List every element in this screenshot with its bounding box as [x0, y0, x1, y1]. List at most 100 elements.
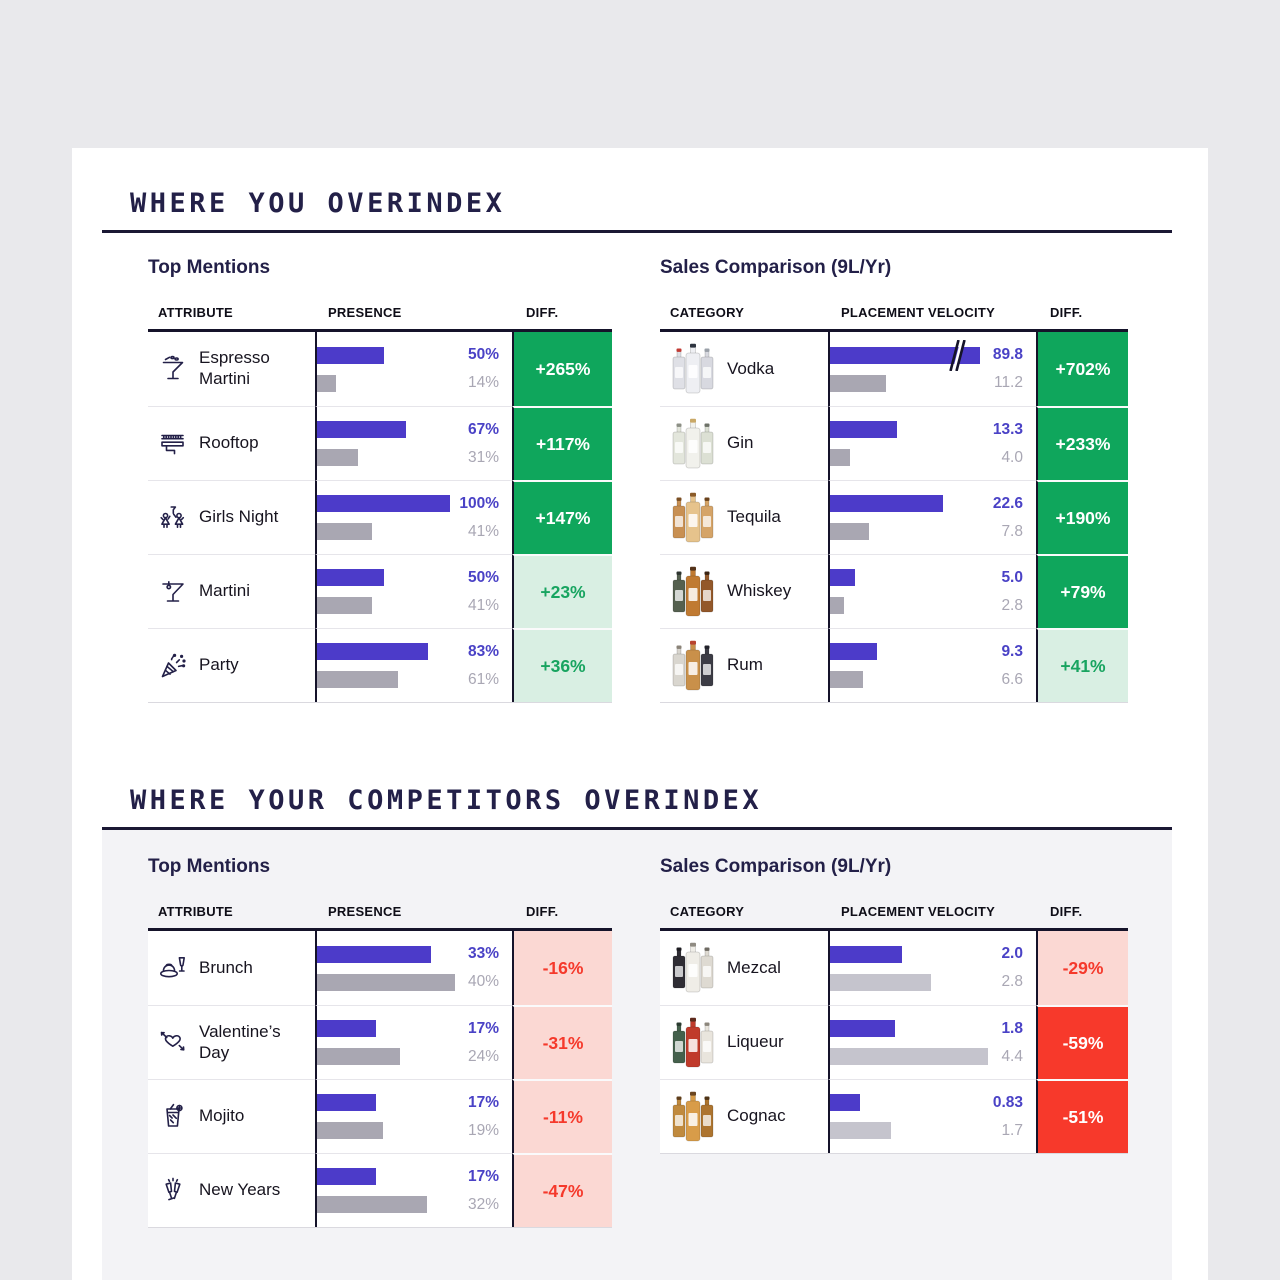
bar-row: 50%: [317, 569, 512, 586]
bar-track: [830, 569, 980, 586]
secondary-bar: [317, 1122, 383, 1139]
secondary-value: 31%: [467, 448, 499, 466]
bar-track: [317, 1048, 462, 1065]
bar-row: 14%: [317, 374, 512, 392]
bar-track: [830, 945, 990, 963]
secondary-bar: [317, 523, 372, 540]
diff-badge: -51%: [1036, 1079, 1128, 1153]
row-label: Girls Night: [199, 507, 279, 527]
bar-row: 4.4: [830, 1048, 1036, 1065]
diff-badge: -29%: [1036, 931, 1128, 1005]
diff-badge: +147%: [512, 480, 612, 554]
bar-row: 41%: [317, 523, 512, 540]
bar-track: [830, 421, 980, 438]
column-header-diff: DIFF.: [526, 904, 559, 919]
diff-value: -47%: [542, 1180, 584, 1201]
bar-track: [317, 973, 462, 991]
new-years-icon: [157, 1176, 189, 1206]
table-row: Rooftop 67% 31% +117%: [148, 406, 612, 480]
bar-track: [830, 449, 980, 466]
bar-track: [830, 597, 980, 614]
bar-row: 17%: [317, 1094, 512, 1111]
bars-cell: 17% 19%: [315, 1079, 512, 1153]
row-label: Brunch: [199, 957, 253, 977]
section-divider: [102, 230, 1172, 233]
rooftop-icon: [157, 429, 189, 459]
section-title: WHERE YOU OVERINDEX: [130, 188, 506, 219]
primary-bar: [317, 945, 431, 963]
bar-track: [317, 671, 457, 688]
primary-bar: [317, 1020, 376, 1037]
primary-value: 22.6: [992, 494, 1023, 512]
bar-row: 2.0: [830, 945, 1036, 963]
diff-value: -29%: [1062, 957, 1104, 978]
bar-track: [830, 643, 980, 660]
section-you-overindex: WHERE YOU OVERINDEX Top Mentions ATTRIBU…: [72, 148, 1208, 703]
diff-badge: -47%: [512, 1153, 612, 1227]
bar-row: 13.3: [830, 421, 1036, 438]
table-header: ATTRIBUTE PRESENCE DIFF.: [148, 305, 612, 320]
bar-row: 1.8: [830, 1020, 1036, 1037]
table-header: CATEGORY PLACEMENT VELOCITY DIFF.: [660, 305, 1128, 320]
bar-row: 17%: [317, 1020, 512, 1037]
mojito-icon: [157, 1102, 189, 1132]
primary-bar: [317, 421, 407, 438]
primary-bar: [830, 421, 897, 438]
row-label: Liqueur: [727, 1032, 784, 1052]
valentines-day-icon: [157, 1028, 189, 1058]
primary-value: 100%: [459, 494, 499, 512]
secondary-bar: [317, 597, 372, 614]
bar-track: [830, 523, 980, 540]
secondary-bar: [830, 671, 863, 688]
primary-bar: [830, 945, 902, 963]
bar-row: 41%: [317, 597, 512, 614]
table-body: Vodka 89.8 11.2 +702% Gin 13.3 4.0 +233% Tequ…: [660, 329, 1128, 703]
primary-bar: [830, 339, 980, 371]
espresso-martini-icon: [157, 354, 189, 384]
column-header-category: CATEGORY: [670, 904, 745, 919]
category-cell: Mezcal: [660, 931, 828, 1005]
bars-cell: 33% 40%: [315, 931, 512, 1005]
bar-track: [317, 1020, 462, 1037]
bar-row: 50%: [317, 346, 512, 364]
row-label: Valentine’s Day: [199, 1021, 281, 1062]
primary-bar: [830, 1020, 895, 1037]
diff-badge: +36%: [512, 628, 612, 702]
bar-row: 19%: [317, 1122, 512, 1139]
table-row: Whiskey 5.0 2.8 +79%: [660, 554, 1128, 628]
top-mentions-table: Top Mentions ATTRIBUTE PRESENCE DIFF. Es…: [148, 257, 612, 703]
tequila-icon: [669, 492, 717, 544]
table-row: Vodka 89.8 11.2 +702%: [660, 332, 1128, 406]
primary-value: 9.3: [1001, 642, 1023, 660]
row-label: Party: [199, 655, 239, 675]
bar-track: [830, 1094, 990, 1111]
section-competitors-overindex: WHERE YOUR COMPETITORS OVERINDEX Top Men…: [72, 787, 1208, 1280]
diff-badge: +23%: [512, 554, 612, 628]
column-header-attribute: ATTRIBUTE: [158, 305, 233, 320]
martini-icon: [157, 577, 189, 607]
row-label: Tequila: [727, 507, 781, 527]
bars-cell: 9.3 6.6: [828, 628, 1036, 702]
bars-cell: 22.6 7.8: [828, 480, 1036, 554]
bar-row: 7.8: [830, 523, 1036, 540]
secondary-bar: [317, 671, 399, 688]
table-row: New Years 17% 32% -47%: [148, 1153, 612, 1227]
primary-bar: [830, 569, 855, 586]
bar-track: [830, 1048, 990, 1065]
primary-bar: [317, 495, 451, 512]
bar-track: [830, 1122, 990, 1139]
row-label: Mojito: [199, 1106, 245, 1126]
secondary-value: 2.8: [1001, 596, 1023, 614]
primary-value: 33%: [467, 945, 499, 962]
secondary-bar: [830, 374, 886, 392]
table-header: ATTRIBUTE PRESENCE DIFF.: [148, 904, 612, 919]
secondary-value: 41%: [467, 522, 499, 540]
secondary-bar: [830, 449, 850, 466]
bar-track: [317, 449, 457, 466]
bar-row: 9.3: [830, 643, 1036, 660]
table-row: Party 83% 61% +36%: [148, 628, 612, 702]
bar-track: [317, 346, 457, 364]
bars-cell: 2.0 2.8: [828, 931, 1036, 1005]
party-icon: [157, 651, 189, 681]
secondary-bar: [317, 1196, 428, 1213]
